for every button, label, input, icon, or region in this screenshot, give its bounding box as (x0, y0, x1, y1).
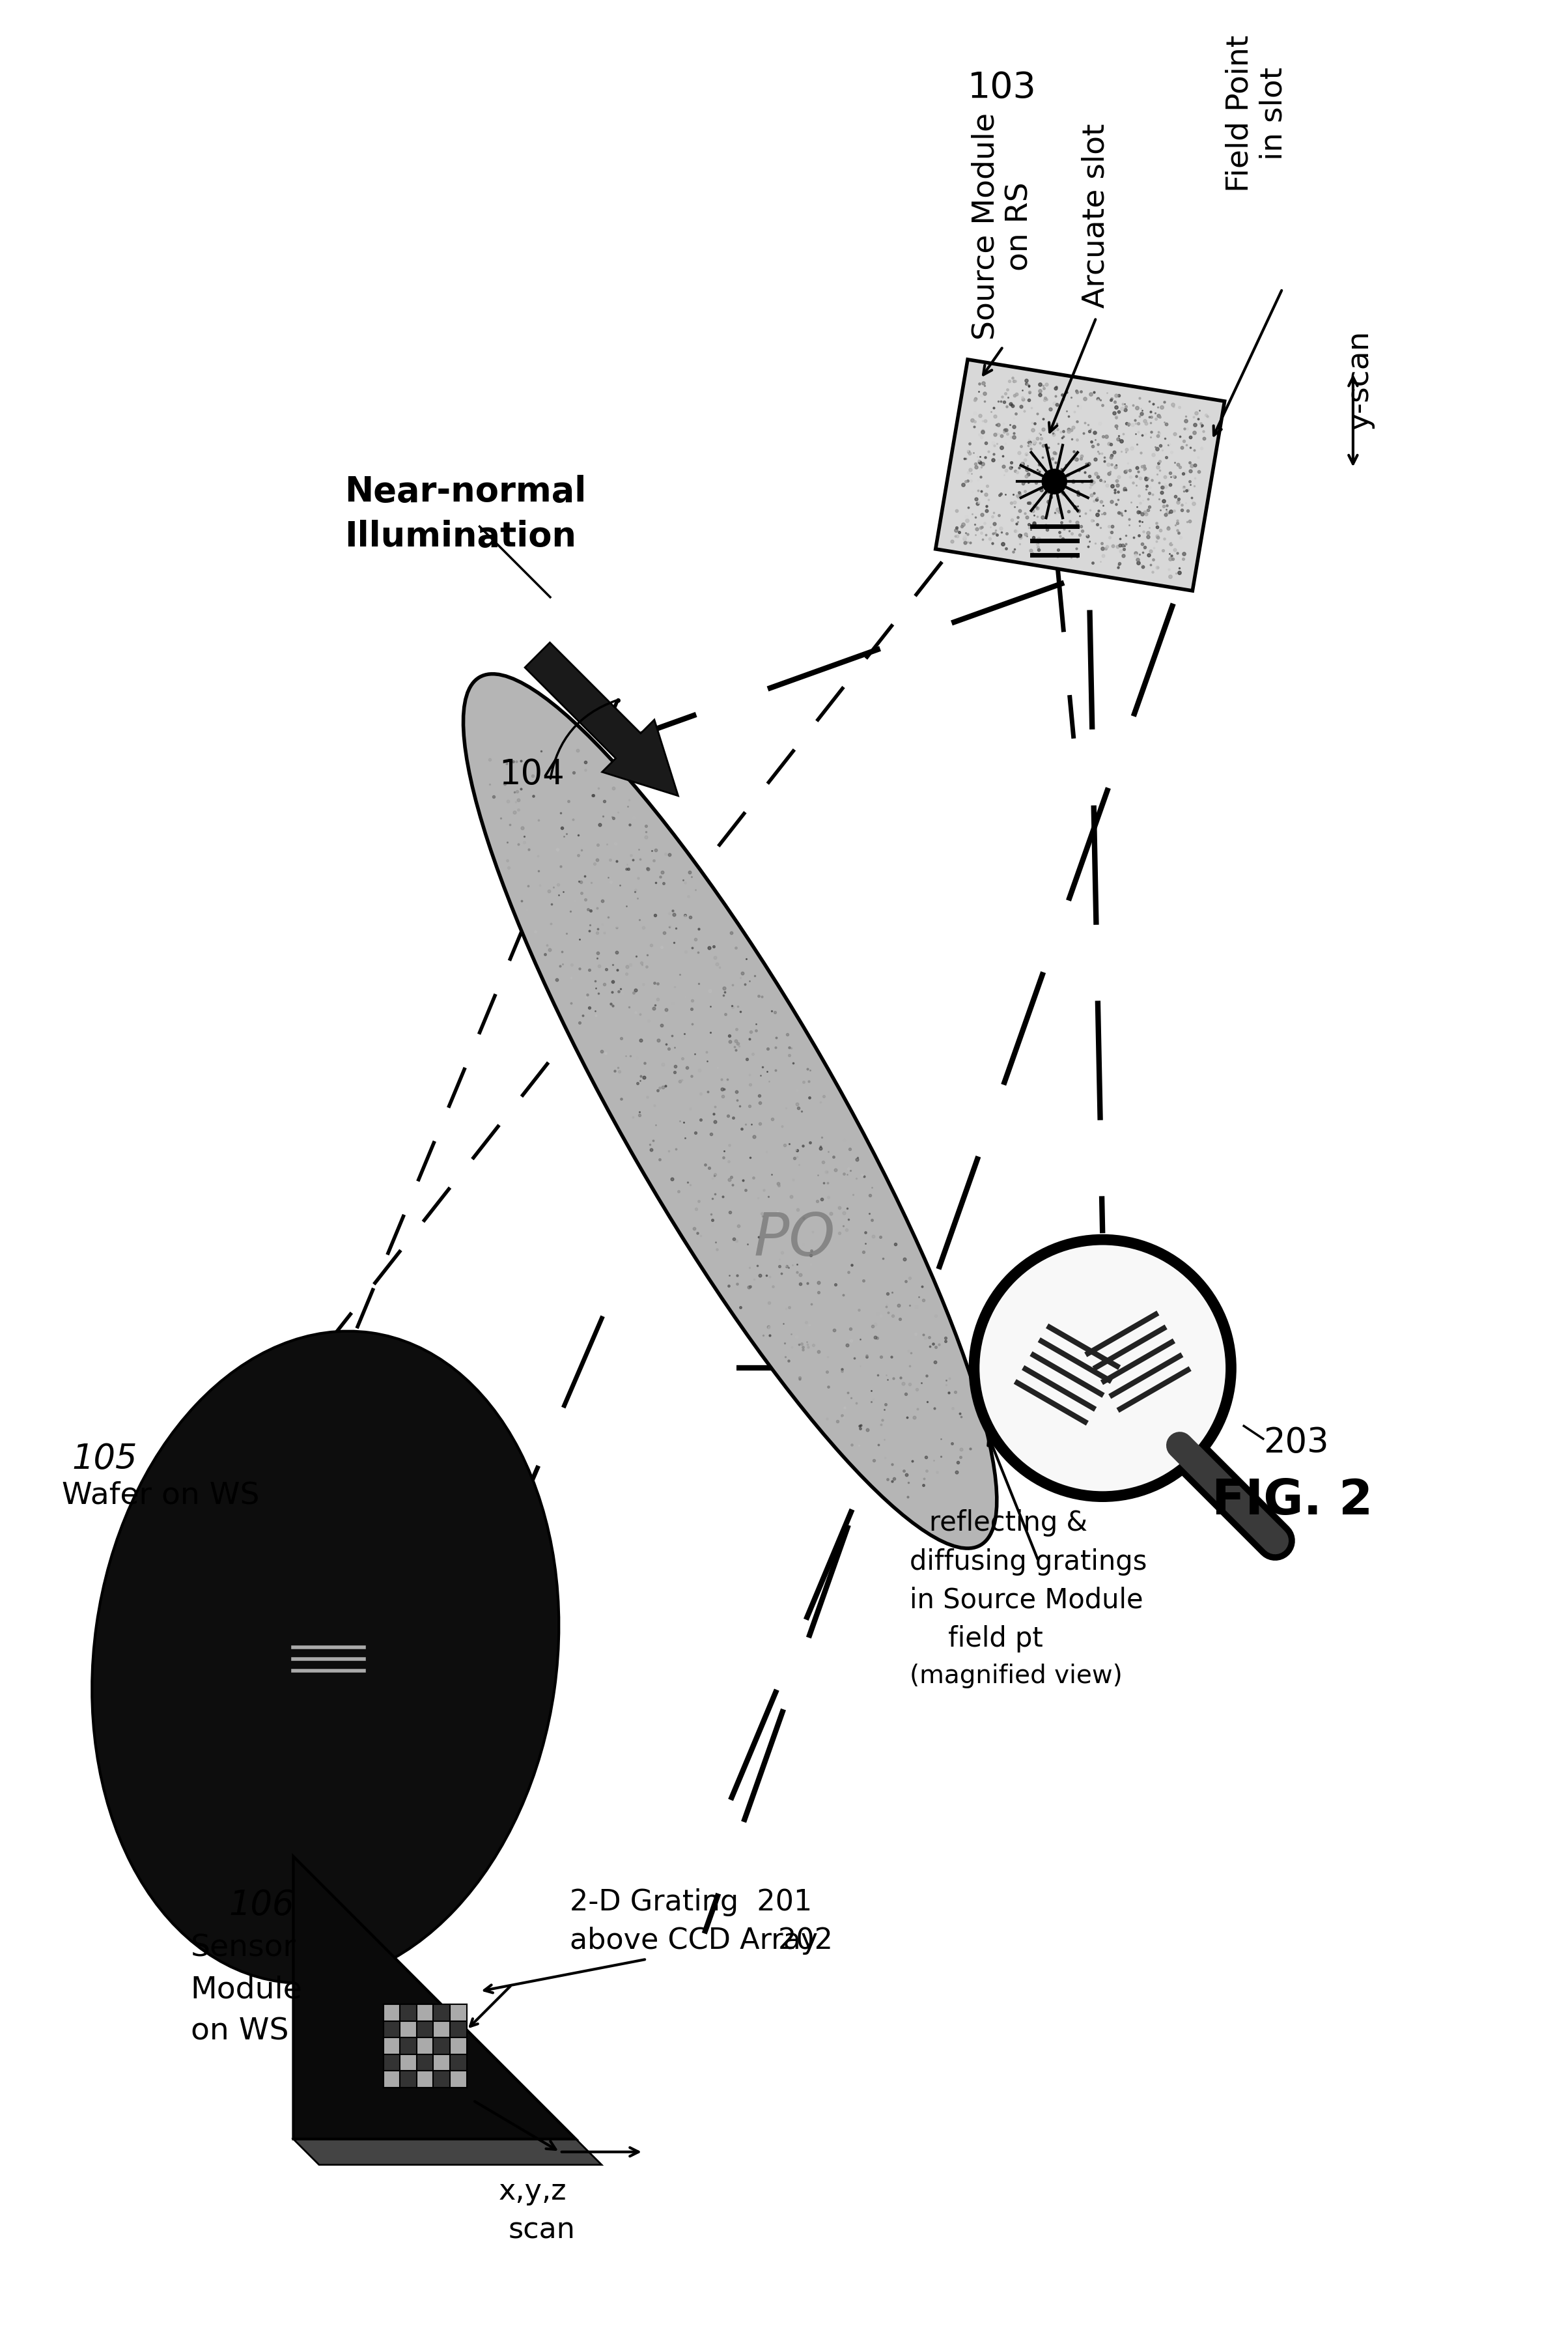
Bar (383, 2005, 400, 2021)
Text: Near-normal: Near-normal (345, 475, 586, 509)
Text: 103: 103 (967, 70, 1036, 105)
Text: y-scan: y-scan (1345, 330, 1374, 430)
Text: reflecting &: reflecting & (930, 1510, 1087, 1537)
Polygon shape (293, 2140, 602, 2166)
Text: field pt: field pt (949, 1626, 1043, 1651)
Polygon shape (525, 642, 677, 795)
Bar (400, 2021, 417, 2038)
Text: Module: Module (191, 1975, 303, 2005)
Text: in Source Module: in Source Module (909, 1586, 1143, 1614)
Text: 2-D Grating  201: 2-D Grating 201 (569, 1889, 812, 1917)
Text: diffusing gratings: diffusing gratings (909, 1549, 1148, 1575)
Bar (450, 2038, 467, 2054)
Text: Wafer on WS: Wafer on WS (63, 1482, 260, 1510)
Text: 203: 203 (1264, 1426, 1328, 1461)
Bar (383, 2054, 400, 2070)
Text: FIG. 2: FIG. 2 (1212, 1477, 1372, 1526)
Bar (417, 2005, 433, 2021)
Text: Source Module
on RS: Source Module on RS (972, 112, 1035, 340)
Bar (433, 2005, 450, 2021)
Bar (400, 2005, 417, 2021)
Ellipse shape (463, 675, 997, 1549)
Circle shape (974, 1240, 1231, 1496)
Text: 106: 106 (229, 1889, 295, 1921)
Text: Field Point
in slot: Field Point in slot (1225, 35, 1289, 193)
Text: 202: 202 (778, 1926, 834, 1956)
Bar (450, 2021, 467, 2038)
Text: 104: 104 (499, 758, 564, 791)
Bar (417, 2038, 433, 2054)
Ellipse shape (93, 1330, 558, 1984)
Text: above CCD Array: above CCD Array (569, 1926, 817, 1956)
Bar (417, 2070, 433, 2089)
Text: (magnified view): (magnified view) (909, 1663, 1123, 1689)
Bar (417, 2021, 433, 2038)
Text: Arcuate slot: Arcuate slot (1082, 123, 1110, 307)
Bar (383, 2021, 400, 2038)
Polygon shape (293, 1856, 575, 2140)
Text: Illumination: Illumination (345, 521, 577, 554)
Bar (400, 2054, 417, 2070)
Circle shape (1041, 470, 1068, 495)
Bar (400, 2070, 417, 2089)
Bar (450, 2054, 467, 2070)
Bar (433, 2070, 450, 2089)
Bar (383, 2038, 400, 2054)
Bar (400, 2038, 417, 2054)
Bar (450, 2070, 467, 2089)
Text: 105: 105 (72, 1442, 136, 1477)
Text: Sensor: Sensor (191, 1933, 296, 1963)
Polygon shape (936, 361, 1225, 591)
Bar (450, 2005, 467, 2021)
Bar (433, 2054, 450, 2070)
Text: x,y,z: x,y,z (499, 2177, 568, 2205)
Text: on WS: on WS (191, 2017, 289, 2047)
Bar (433, 2038, 450, 2054)
Text: PO: PO (754, 1212, 836, 1268)
Bar (383, 2070, 400, 2089)
Bar (433, 2021, 450, 2038)
Text: scan: scan (508, 2217, 575, 2245)
Bar (417, 2054, 433, 2070)
